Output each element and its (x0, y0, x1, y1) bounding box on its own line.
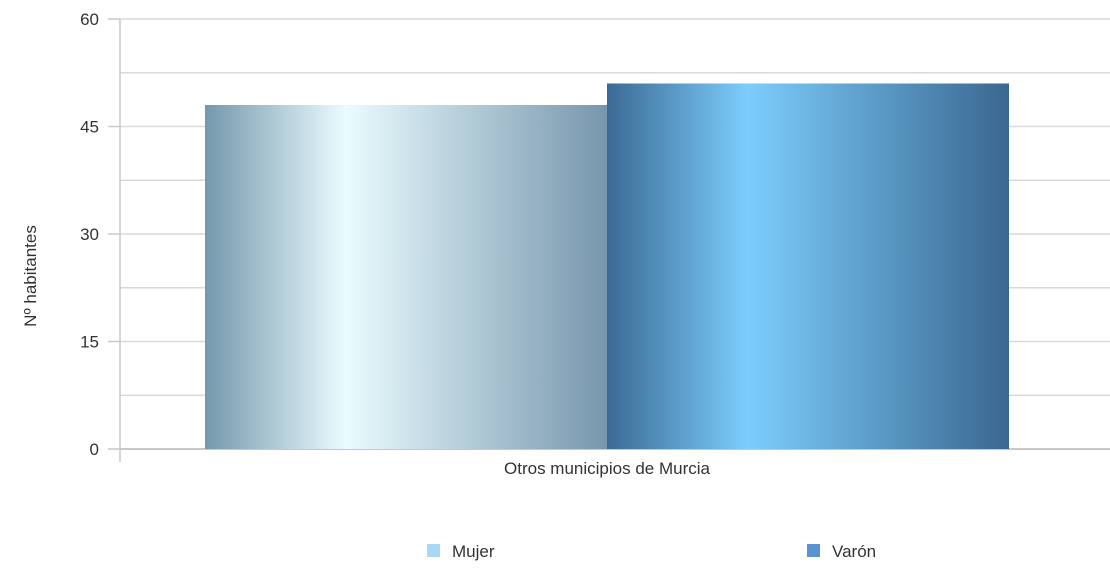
legend-label: Mujer (452, 542, 495, 561)
bar-var-n (607, 83, 1009, 449)
bars (205, 83, 1009, 449)
y-tick-label: 60 (80, 10, 99, 29)
legend-swatch (807, 544, 820, 557)
x-category-label: Otros municipios de Murcia (504, 459, 711, 478)
y-tick-label: 15 (80, 333, 99, 352)
legend-swatch (427, 544, 440, 557)
legend: Mujer Varón (427, 542, 876, 561)
y-tick-label: 0 (90, 440, 99, 459)
y-tick-label: 45 (80, 118, 99, 137)
legend-label: Varón (832, 542, 876, 561)
y-tick-labels: 0 15 30 45 60 (80, 10, 99, 459)
bar-mujer (205, 105, 607, 449)
y-tick-label: 30 (80, 225, 99, 244)
y-axis-title: Nº habitantes (21, 225, 40, 327)
x-category-labels: Otros municipios de Murcia (504, 459, 711, 478)
